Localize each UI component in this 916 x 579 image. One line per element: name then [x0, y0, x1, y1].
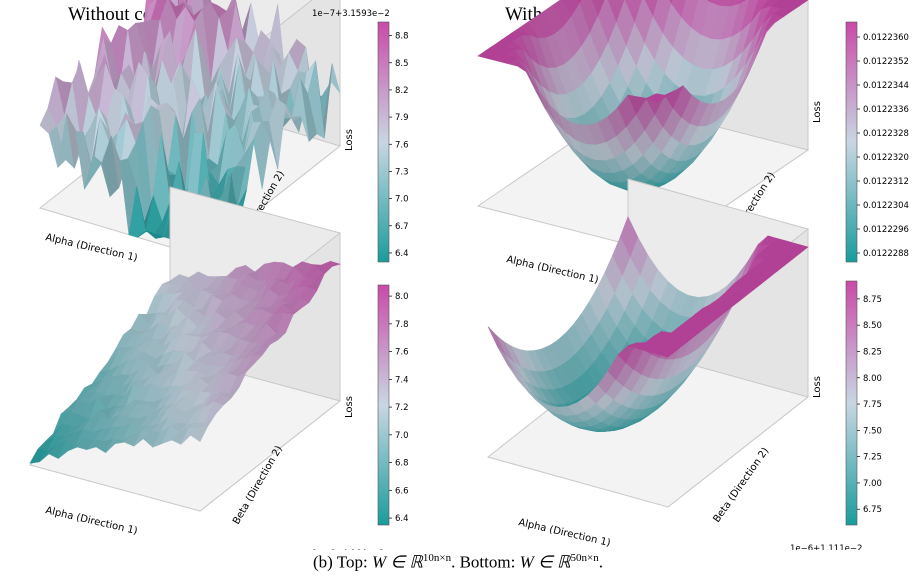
surface-mesh: [29, 260, 342, 464]
colorbar-tick-label: 0.0122336: [863, 105, 909, 115]
colorbar: 0.0122288 0.0122296 0.0122304 0.0122312 0.01…: [812, 21, 909, 263]
colorbar-tick-label: 0.0122328: [863, 129, 909, 139]
colorbar-offset-text: 1e−6+4.964e−2: [312, 549, 384, 550]
surface-panel-4: Alpha (Direction 1)Beta (Direction 2) 6.7…: [486, 178, 882, 550]
colorbar-gradient: [845, 21, 858, 263]
colorbar-offset-text: 1e−7+3.1593e−2: [312, 9, 390, 19]
colorbar-tick-label: 0.0122344: [863, 81, 909, 91]
colorbar-tick-label: 6.8: [395, 459, 409, 469]
colorbar-tick-label: 7.8: [395, 320, 409, 330]
colorbar-tick-label: 7.6: [395, 348, 409, 358]
colorbar-tick-label: 6.75: [863, 505, 882, 515]
colorbar-tick-label: 0.0122312: [863, 177, 909, 187]
colorbar-tick-label: 8.25: [863, 347, 882, 357]
colorbar-label: Loss: [812, 101, 823, 123]
colorbar-tick-label: 0.0122320: [863, 153, 909, 163]
colorbar-tick-label: 8.50: [863, 321, 882, 331]
colorbar-tick-label: 6.7: [395, 222, 409, 232]
colorbar-tick-label: 7.00: [863, 479, 882, 489]
colorbar-tick-label: 8.0: [395, 292, 409, 302]
colorbar-tick-label: 7.2: [395, 403, 409, 413]
colorbar-tick-label: 6.6: [395, 486, 409, 496]
colorbar-gradient: [377, 21, 390, 263]
x-axis-label: Alpha (Direction 1): [517, 517, 611, 549]
colorbar-label: Loss: [344, 396, 355, 418]
surface-panel-2: Alpha (Direction 1)Beta (Direction 2)0.0…: [476, 0, 909, 286]
colorbar-tick-label: 0.0122352: [863, 57, 909, 67]
colorbar-tick-label: 8.00: [863, 374, 882, 384]
colorbar-tick-label: 6.4: [395, 514, 409, 524]
surface-panel-3: Alpha (Direction 1) Beta (Direction 2) 6.4…: [28, 186, 409, 550]
surface-patch: [657, 347, 677, 358]
colorbar: 6.75 7.00 7.25 7.50 7.75 8.00 8.25 8.50 8.75 Loss…: [790, 280, 882, 550]
surface-patch: [647, 93, 668, 103]
colorbar-tick-label: 7.25: [863, 453, 882, 463]
colorbar: 6.4 6.6 6.8 7.0 7.2 7.4 7.6 7.8 8.0 Loss 1e−6+4.96…: [312, 284, 409, 550]
colorbar-tick-label: 7.3: [395, 167, 409, 177]
colorbar-tick-label: 7.9: [395, 113, 409, 123]
x-axis-label: Alpha (Direction 1): [505, 254, 599, 286]
colorbar-tick-label: 7.6: [395, 140, 409, 150]
surface-patch: [190, 425, 209, 443]
colorbar-tick-label: 7.4: [395, 375, 409, 385]
colorbar-tick-label: 8.5: [395, 59, 409, 69]
x-axis-label: Alpha (Direction 1): [44, 505, 138, 537]
surface-mesh: [487, 215, 809, 432]
colorbar-tick-label: 0.0122304: [863, 201, 909, 211]
surface-mesh: [39, 0, 341, 246]
colorbar-tick-label: 0.0122360: [863, 33, 909, 43]
colorbar-tick-label: 8.8: [395, 32, 409, 42]
colorbar: 6.4 6.7 7.0 7.3 7.6 7.9 8.2 8.5 8.8 Loss 1e−7+3.15…: [312, 9, 409, 263]
colorbar-tick-label: 0.0122288: [863, 249, 909, 259]
colorbar-gradient: [845, 280, 858, 526]
colorbar-label: Loss: [344, 129, 355, 151]
colorbar-tick-label: 8.2: [395, 86, 409, 96]
loss-landscape-figure: Alpha (Direction 1) Beta (Direction 2)6.4…: [28, 0, 909, 550]
x-axis-label: Alpha (Direction 1): [44, 232, 138, 264]
colorbar-label: Loss: [812, 376, 823, 398]
colorbar-tick-label: 6.4: [395, 249, 409, 259]
colorbar-tick-label: 7.0: [395, 195, 409, 205]
surface-panel-1: Alpha (Direction 1) Beta (Direction 2)6.4…: [38, 0, 409, 264]
colorbar-tick-label: 7.0: [395, 431, 409, 441]
colorbar-tick-label: 7.50: [863, 426, 882, 436]
surface-mesh: [477, 0, 809, 192]
colorbar-tick-label: 7.75: [863, 400, 882, 410]
colorbar-offset-text: 1e−6+1.111e−2: [790, 544, 862, 550]
colorbar-tick-label: 0.0122296: [863, 225, 909, 235]
colorbar-tick-label: 8.75: [863, 295, 882, 305]
colorbar-gradient: [377, 284, 390, 526]
figure-caption: (b) Top: W ∈ ℝ10n×n. Bottom: W ∈ ℝ50n×n.: [313, 552, 603, 572]
